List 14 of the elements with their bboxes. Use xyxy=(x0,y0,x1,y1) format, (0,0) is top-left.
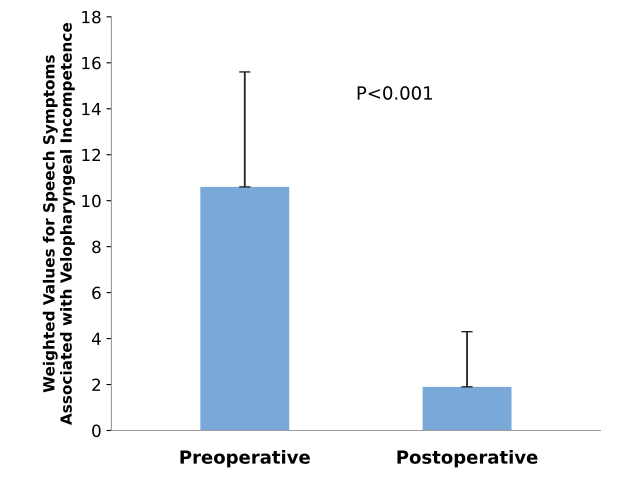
y-axis-title: Weighted Values for Speech Symptoms Associated with Velopharyngeal Incompetence xyxy=(42,22,75,426)
x-tick-label: Postoperative xyxy=(397,450,538,468)
x-tick-label: Preoperative xyxy=(180,450,310,468)
y-tick-label: 0 xyxy=(92,424,101,438)
y-tick-label: 14 xyxy=(82,102,101,116)
y-tick-label: 12 xyxy=(82,148,100,162)
y-tick-label: 8 xyxy=(92,240,101,254)
y-tick-label: 18 xyxy=(82,10,101,24)
annotation: P<0.001 xyxy=(358,86,432,100)
y-tick-label: 6 xyxy=(92,286,101,300)
y-tick-label: 16 xyxy=(82,56,101,70)
y-tick-label: 10 xyxy=(82,194,101,208)
y-tick-label: 2 xyxy=(92,378,100,391)
y-tick-label: 4 xyxy=(92,332,101,345)
